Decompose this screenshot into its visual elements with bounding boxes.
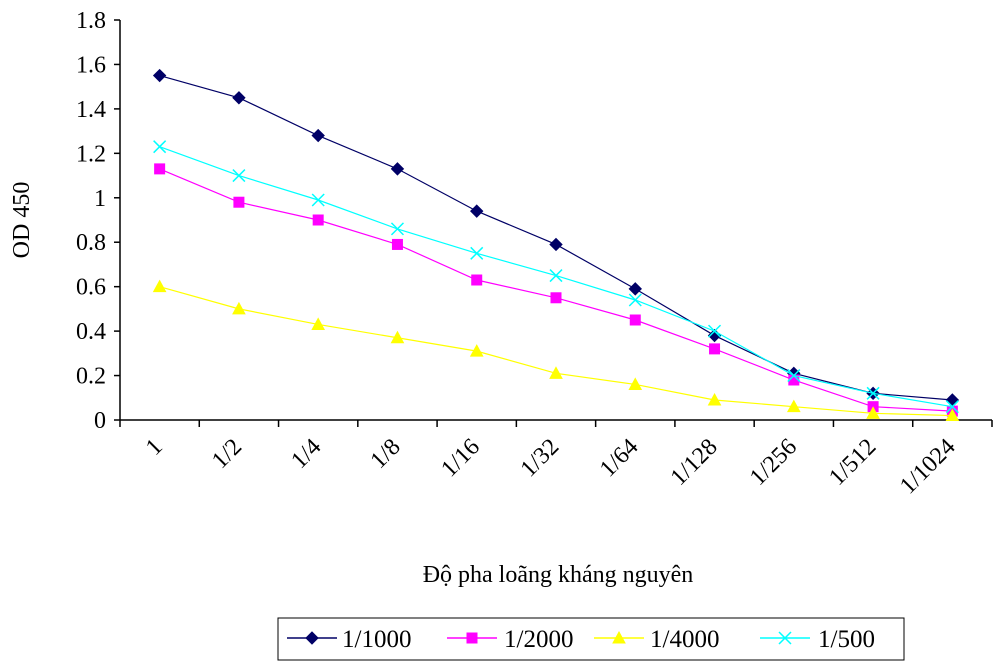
legend-marker	[466, 632, 478, 644]
data-point	[628, 282, 642, 296]
data-point	[550, 292, 562, 304]
x-tick-label: 1/32	[516, 434, 565, 483]
data-point	[549, 269, 563, 283]
y-tick-label: 1.6	[76, 52, 106, 78]
y-tick-label: 1.4	[76, 97, 106, 123]
data-point	[390, 330, 405, 344]
data-point	[154, 163, 166, 175]
axes: 0 0.2 0.4 0.6 0.8 1 1.2 1.4 1.6 1.8 1 1/2 1/4 1/8 1/16…	[76, 8, 993, 500]
data-point	[786, 399, 801, 413]
y-tick-label: 1.8	[76, 8, 106, 34]
data-point	[945, 400, 959, 414]
data-point	[628, 377, 643, 390]
legend-label: 1/4000	[650, 626, 719, 653]
y-tick-label: 0.8	[76, 230, 106, 256]
data-point	[549, 237, 563, 252]
y-tick-label: 1.2	[76, 141, 106, 167]
legend-label: 1/2000	[504, 626, 573, 653]
x-tick-label: 1	[141, 434, 168, 461]
data-point	[233, 196, 245, 208]
x-axis-title: Độ pha loãng kháng nguyên	[423, 562, 694, 588]
x-tick-label: 1/256	[745, 434, 802, 491]
data-point	[707, 392, 722, 406]
legend-label: 1/500	[818, 626, 875, 653]
legend-marker	[305, 631, 319, 645]
x-tick-label: 1/2	[207, 434, 247, 474]
legend-frame	[277, 617, 905, 661]
data-point	[629, 314, 641, 326]
y-tick-label: 0.2	[76, 364, 106, 390]
y-tick-label: 0	[94, 408, 106, 434]
data-point	[469, 344, 484, 357]
data-point	[390, 162, 405, 176]
data-point	[945, 408, 960, 422]
data-point	[866, 406, 880, 419]
data-point	[866, 386, 880, 400]
data-point	[628, 293, 642, 307]
legend-item: 1/2000	[447, 626, 573, 653]
x-tick-label: 1/4	[286, 434, 326, 474]
data-point	[311, 128, 325, 143]
data-point	[312, 214, 324, 226]
series-0	[152, 68, 960, 407]
x-tick-label: 1/1024	[895, 434, 961, 500]
data-point	[390, 222, 404, 236]
y-tick-label: 1	[94, 186, 106, 212]
data-point	[311, 193, 325, 207]
data-point	[787, 369, 801, 383]
data-point	[470, 246, 484, 260]
data-point	[152, 68, 167, 83]
legend-marker	[612, 630, 626, 644]
data-point	[232, 301, 246, 315]
y-axis-title: OD 450	[9, 182, 35, 259]
data-point	[709, 343, 721, 355]
x-tick-label: 1/512	[824, 434, 881, 491]
y-tick-label: 0.6	[76, 275, 106, 301]
series-line	[159, 286, 953, 417]
data-point	[391, 238, 403, 250]
data-point	[311, 317, 326, 330]
data-point	[549, 366, 563, 379]
legend-item: 1/4000	[594, 626, 719, 653]
series-2	[152, 279, 960, 422]
legend-item: 1/1000	[287, 626, 411, 653]
data-point	[945, 393, 960, 407]
data-point	[471, 274, 483, 286]
legend-label: 1/1000	[342, 626, 411, 653]
data-point	[152, 279, 167, 293]
data-point	[153, 140, 167, 154]
x-tick-label: 1/16	[436, 434, 485, 483]
legend-marker	[778, 631, 792, 645]
legend-item: 1/500	[760, 626, 875, 653]
y-tick-label: 0.4	[76, 319, 106, 345]
data-point	[232, 91, 246, 105]
legend: 1/1000 1/2000 1/4000 1/500	[277, 617, 905, 661]
data-point	[708, 324, 722, 338]
x-tick-label: 1/64	[595, 434, 644, 483]
data-point	[470, 204, 484, 218]
x-tick-label: 1/8	[366, 434, 406, 474]
series-layer	[152, 68, 960, 422]
series-3	[153, 140, 959, 414]
x-tick-label: 1/128	[666, 434, 723, 491]
data-point	[232, 169, 246, 183]
series-1	[154, 163, 958, 417]
